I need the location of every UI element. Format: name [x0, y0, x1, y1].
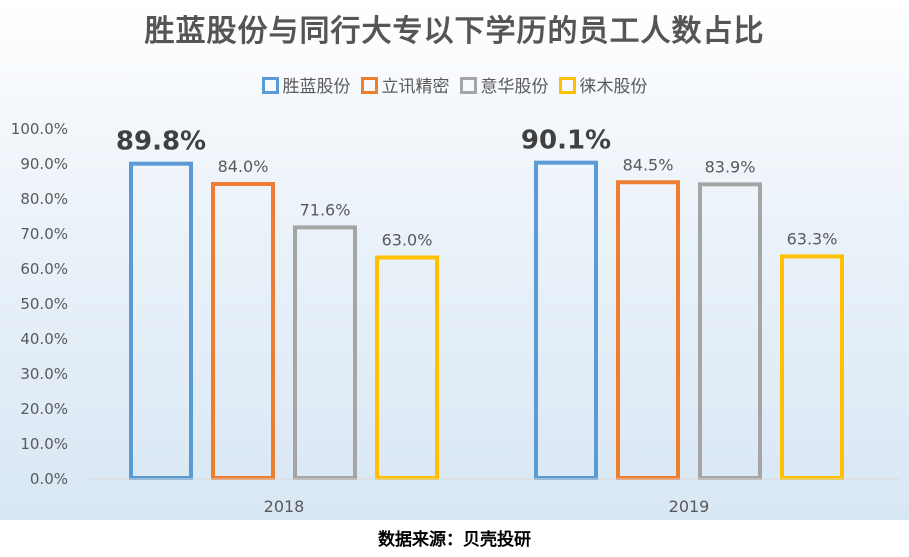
data-label: 90.1% [521, 126, 611, 156]
bar [211, 182, 275, 480]
legend-label: 意华股份 [480, 77, 549, 97]
legend-swatch [459, 77, 477, 94]
data-label: 84.0% [218, 157, 269, 176]
y-tick-label: 60.0% [20, 260, 68, 278]
data-label: 63.3% [787, 229, 838, 248]
bar [293, 225, 357, 480]
y-tick-label: 70.0% [20, 225, 68, 243]
legend-label: 胜蓝股份 [282, 77, 351, 97]
bar [780, 254, 844, 481]
legend: 胜蓝股份 立讯精密 意华股份 徕木股份 [0, 72, 909, 97]
legend-item: 立讯精密 [360, 72, 450, 97]
data-label: 89.8% [116, 127, 206, 157]
legend-swatch [558, 77, 576, 94]
chart-title: 胜蓝股份与同行大专以下学历的员工人数占比 [144, 14, 765, 49]
y-tick-label: 100.0% [11, 120, 68, 138]
data-label: 71.6% [300, 200, 351, 219]
legend-item: 胜蓝股份 [261, 72, 351, 97]
bar [616, 180, 680, 480]
bar [375, 255, 439, 480]
x-tick-label: 2018 [264, 497, 305, 516]
data-label: 83.9% [705, 157, 756, 176]
bar [698, 182, 762, 480]
legend-swatch [261, 77, 279, 94]
y-tick-label: 0.0% [30, 470, 68, 488]
legend-item: 意华股份 [459, 72, 549, 97]
legend-label: 徕木股份 [579, 77, 648, 97]
y-tick-label: 30.0% [20, 365, 68, 383]
data-label: 63.0% [382, 231, 433, 250]
y-tick-label: 50.0% [20, 295, 68, 313]
bar [534, 160, 598, 480]
y-tick-label: 80.0% [20, 190, 68, 208]
y-tick-label: 90.0% [20, 155, 68, 173]
y-tick-label: 40.0% [20, 330, 68, 348]
legend-label: 立讯精密 [381, 77, 450, 97]
plot-area: 0.0% 10.0% 20.0% 30.0% 40.0% 50.0% 60.0% 70.0% 8… [11, 120, 900, 516]
data-label: 84.5% [623, 155, 674, 174]
chart-area: 胜蓝股份与同行大专以下学历的员工人数占比 胜蓝股份 立讯精密 意华股份 徕木股份 0.… [0, 0, 909, 520]
y-tick-label: 20.0% [20, 400, 68, 418]
x-tick-label: 2019 [669, 497, 710, 516]
y-tick-label: 10.0% [20, 435, 68, 453]
legend-item: 徕木股份 [558, 72, 648, 97]
legend-swatch [360, 77, 378, 94]
bar [129, 161, 193, 480]
source-note: 数据来源：贝壳投研 [378, 530, 531, 550]
